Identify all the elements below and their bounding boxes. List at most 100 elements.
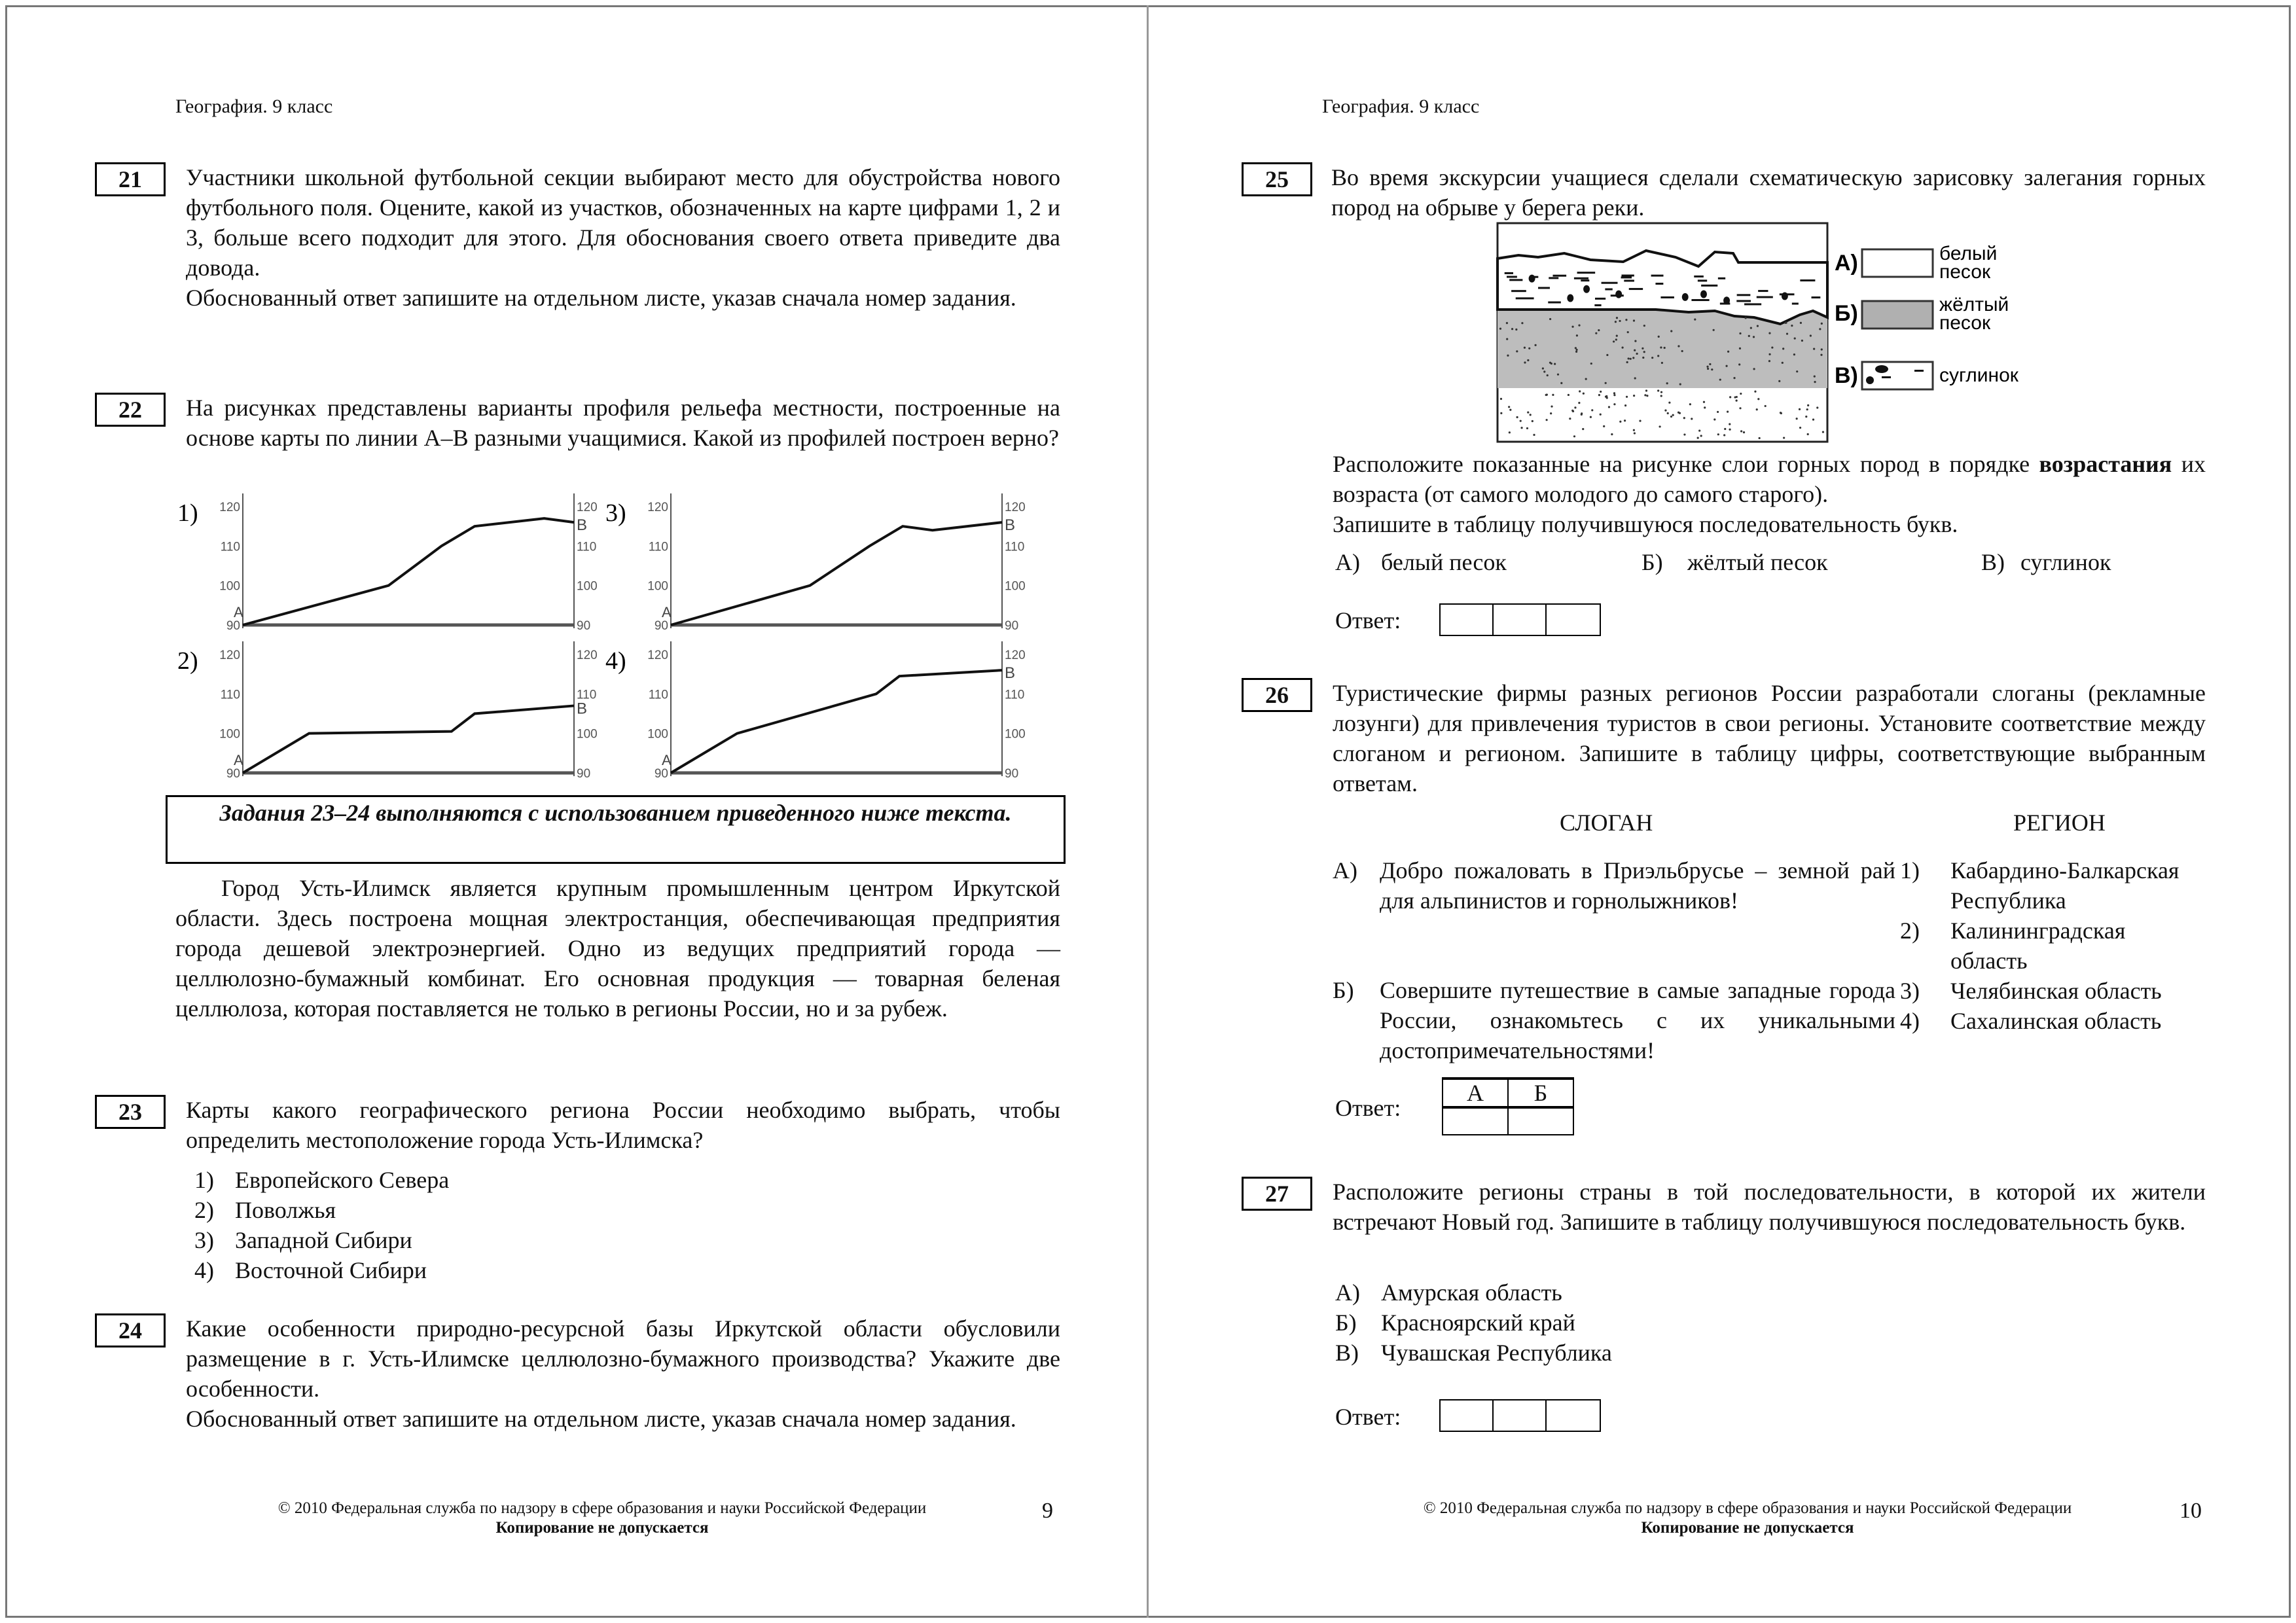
region: 1) Кабардино-Балкарская Республика: [1900, 857, 2179, 914]
question-text: Участники школьной футбольной секции выб…: [186, 164, 1060, 281]
svg-text:жёлтый: жёлтый: [1939, 294, 2009, 315]
y-tick-right: 100: [577, 728, 598, 741]
y-tick-left: 90: [655, 767, 668, 781]
page-divider: [1147, 5, 1149, 1618]
question-number: 22: [95, 393, 166, 427]
y-tick-left: 100: [219, 728, 240, 741]
y-tick-left: 100: [647, 728, 668, 741]
y-tick-left: 120: [647, 501, 668, 514]
answer-cell[interactable]: [1442, 1107, 1509, 1135]
y-tick-right: 100: [1005, 728, 1026, 741]
question-number: 21: [95, 162, 166, 196]
y-tick-right: 90: [577, 767, 590, 781]
region: 3) Челябинская область: [1900, 978, 2162, 1004]
slogan-a: А) Добро пожаловать в Приэльбрусье – земн…: [1333, 857, 1895, 914]
answer-cell[interactable]: [1547, 1400, 1600, 1431]
option: Б) Красноярский край: [1335, 1310, 1575, 1336]
profile-line: [670, 669, 1003, 774]
options-list: А) Амурская область Б) Красноярский край В…: [1335, 1277, 1612, 1368]
question-note: Обоснованный ответ запишите на отдельном…: [186, 285, 1016, 311]
option: 4) Восточной Сибири: [194, 1257, 427, 1283]
point-b-label: B: [577, 516, 587, 534]
answer-cells[interactable]: [1439, 603, 1601, 636]
question-text: Карты какого географического региона Рос…: [186, 1097, 1060, 1153]
svg-text:песок: песок: [1939, 312, 1991, 334]
task-frame: Задания 23–24 выполняются с использовани…: [166, 795, 1066, 864]
rock-layers-figure: А) белый песок Б) жёлтый песок В) суглин…: [1496, 222, 2019, 443]
y-tick-right: 120: [1005, 501, 1026, 514]
option: Б) жёлтый песок: [1641, 549, 1828, 575]
svg-text:песок: песок: [1939, 261, 1991, 283]
legend-key: Б): [1835, 301, 1858, 326]
y-tick-right: 110: [577, 540, 596, 554]
legend-key: В): [1835, 363, 1858, 388]
answer-cell[interactable]: [1507, 1107, 1574, 1135]
y-tick-left: 110: [221, 540, 240, 554]
profile-line: [670, 521, 1003, 626]
footer: © 2010 Федеральная служба по надзору в с…: [278, 1499, 927, 1537]
regions-list: 1) Кабардино-Балкарская Республика 2) Кали…: [1900, 855, 2214, 1036]
svg-text:суглинок: суглинок: [1939, 365, 2019, 386]
y-tick-left: 90: [226, 767, 240, 781]
passage: Город Усть-Илимск является крупным промы…: [175, 875, 1060, 1022]
y-tick-left: 120: [219, 649, 240, 662]
y-tick-right: 110: [1005, 688, 1024, 702]
question-note: Обоснованный ответ запишите на отдельном…: [186, 1406, 1016, 1432]
answer-cell[interactable]: [1441, 605, 1494, 635]
y-tick-left: 120: [219, 501, 240, 514]
region: 4) Сахалинская область: [1900, 1008, 2162, 1034]
page-number: 10: [2179, 1499, 2202, 1523]
y-tick-right: 90: [1005, 619, 1018, 633]
question-text: На рисунках представлены варианты профил…: [186, 395, 1060, 451]
column-header-region: РЕГИОН: [2013, 810, 2106, 836]
point-a-label: A: [234, 604, 243, 620]
footer: © 2010 Федеральная служба по надзору в с…: [1423, 1499, 2072, 1537]
question-number: 23: [95, 1095, 166, 1129]
legend-key: А): [1835, 251, 1858, 276]
profile-label: 2): [177, 647, 198, 675]
question-text: Туристические фирмы разных регионов Росс…: [1333, 680, 2206, 796]
profile-line: [242, 517, 575, 626]
y-tick-left: 110: [649, 688, 668, 702]
y-tick-left: 120: [647, 649, 668, 662]
point-b-label: B: [1005, 516, 1015, 534]
point-b-label: B: [577, 700, 587, 717]
y-tick-right: 110: [577, 688, 596, 702]
question-text: Расположите регионы страны в той последо…: [1333, 1179, 2206, 1235]
y-tick-right: 120: [577, 501, 598, 514]
legend-swatch-yellow-sand: [1861, 300, 1934, 330]
column-header-slogan: СЛОГАН: [1560, 810, 1653, 836]
y-tick-left: 90: [226, 619, 240, 633]
y-tick-right: 100: [577, 580, 598, 594]
slogan-b: Б) Совершите путешествие в самые западные…: [1333, 977, 1895, 1063]
answer-cell[interactable]: [1547, 605, 1600, 635]
option: В) суглинок: [1981, 549, 2111, 575]
point-b-label: B: [1005, 664, 1015, 682]
profile-label: 1): [177, 499, 198, 527]
y-tick-right: 90: [577, 619, 590, 633]
answer-cell[interactable]: [1441, 1400, 1494, 1431]
y-tick-left: 110: [649, 540, 668, 554]
y-tick-left: 100: [219, 580, 240, 594]
question-number: 24: [95, 1313, 166, 1347]
point-a-label: A: [662, 604, 672, 620]
y-tick-right: 120: [1005, 649, 1026, 662]
legend-swatch-loam: [1861, 361, 1934, 391]
point-a-label: A: [234, 752, 243, 768]
option: 1) Европейского Севера: [194, 1167, 450, 1193]
answer-cells[interactable]: [1439, 1399, 1601, 1432]
answer-label: Ответ:: [1335, 607, 1401, 633]
y-tick-right: 90: [1005, 767, 1018, 781]
point-a-label: A: [662, 752, 672, 768]
answer-cell[interactable]: [1494, 1400, 1547, 1431]
region: 2) Калининградская область: [1900, 918, 2126, 974]
svg-text:белый: белый: [1939, 243, 1997, 264]
y-tick-right: 120: [577, 649, 598, 662]
profile-label: 4): [605, 647, 626, 675]
question-text: Во время экскурсии учащиеся сделали схем…: [1331, 164, 2206, 221]
question-task: Расположите показанные на рисунке слои г…: [1333, 451, 2206, 537]
answer-cell[interactable]: [1494, 605, 1547, 635]
question-24: Какие особенности природно-ресурсной баз…: [186, 1313, 1060, 1434]
answer-label: Ответ:: [1335, 1095, 1401, 1121]
